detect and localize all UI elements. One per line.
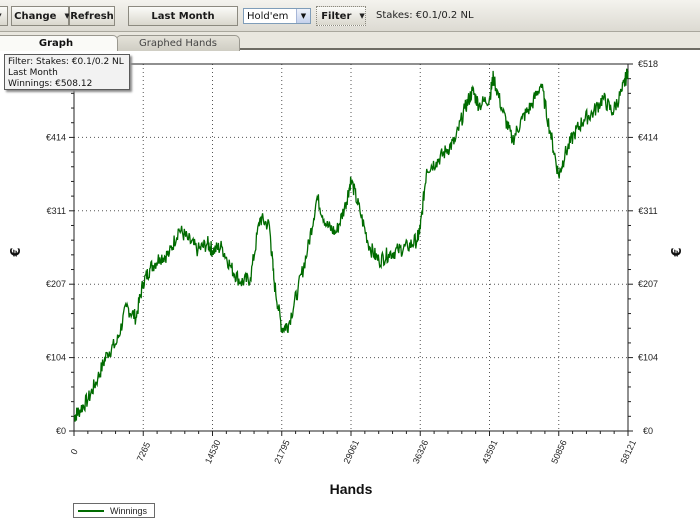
x-tick-label: 50856: [549, 438, 569, 465]
y-tick-label: €518: [638, 59, 658, 69]
chevron-down-icon: ▼: [64, 12, 70, 20]
y-tick-label: €414: [46, 132, 66, 142]
tooltip-period-line: Last Month: [8, 68, 58, 78]
y-axis-label-left: €: [9, 247, 24, 257]
x-tick-label: 29061: [341, 438, 361, 465]
tooltip-filter-line: Filter: Stakes: €0.1/0.2 NL: [8, 57, 124, 67]
legend-label-winnings: Winnings: [110, 505, 148, 516]
winnings-line: [73, 68, 629, 422]
tab-graph[interactable]: Graph: [0, 35, 118, 51]
x-tick-label: 0: [69, 447, 80, 456]
refresh-button-label: Refresh: [70, 10, 114, 22]
filter-button[interactable]: Filter ▼: [316, 6, 366, 26]
y-tick-label: €207: [638, 279, 658, 289]
y-tick-label: €0: [56, 426, 66, 436]
y-tick-label: €0: [643, 426, 653, 436]
y-tick-label: €104: [638, 353, 658, 363]
filter-tooltip: Filter: Stakes: €0.1/0.2 NL Last Month W…: [4, 54, 130, 90]
change-button-label: Change: [14, 10, 57, 22]
y-axis-label-right: €: [670, 247, 685, 257]
filter-button-label: Filter: [321, 10, 352, 22]
legend-swatch: [78, 509, 104, 512]
toolbar-left-button[interactable]: ▼: [0, 6, 8, 26]
chevron-down-icon: ▼: [296, 9, 310, 23]
tab-bar: Graph Graphed Hands: [0, 32, 700, 51]
y-tick-label: €414: [638, 132, 658, 142]
chevron-down-icon: ▼: [359, 12, 365, 20]
x-axis-label: Hands: [330, 481, 373, 497]
refresh-button[interactable]: Refresh: [69, 6, 115, 26]
x-tick-label: 36326: [411, 438, 431, 465]
last-month-button-label: Last Month: [151, 10, 215, 22]
y-tick-label: €311: [638, 206, 657, 216]
x-tick-label: 7265: [135, 441, 153, 463]
chart-grid: [74, 64, 628, 431]
tab-graphed-hands-label: Graphed Hands: [139, 38, 217, 49]
x-tick-label: 58121: [618, 438, 638, 465]
tab-graphed-hands[interactable]: Graphed Hands: [116, 35, 240, 51]
chevron-down-icon: ▼: [0, 12, 2, 20]
game-type-value: Hold'em: [247, 10, 289, 22]
change-button[interactable]: Change ▼: [11, 6, 70, 26]
x-tick-label: 14530: [203, 438, 223, 465]
stakes-status: Stakes: €0.1/0.2 NL: [376, 10, 474, 21]
tab-graph-label: Graph: [38, 38, 74, 49]
tooltip-winnings-line: Winnings: €508.12: [8, 79, 93, 89]
x-tick-label: 43591: [480, 438, 500, 465]
y-tick-label: €207: [46, 279, 66, 289]
game-type-select[interactable]: Hold'em ▼: [243, 8, 311, 24]
plot-area: [73, 63, 629, 432]
y-tick-label: €104: [46, 353, 66, 363]
toolbar: ▼ Change ▼ Refresh Last Month Hold'em ▼ F…: [0, 0, 700, 32]
y-tick-label: €311: [47, 206, 66, 216]
axis-ticks: €0 €0 €104 €104 €207 €207 €311 €311 €414 €414 €518…: [46, 59, 658, 465]
chart-legend: Winnings: [73, 503, 155, 518]
x-tick-label: 21795: [272, 438, 292, 465]
last-month-button[interactable]: Last Month: [128, 6, 238, 26]
winnings-chart: €0 €0 €104 €104 €207 €207 €311 €311 €414 €414 €518…: [9, 59, 685, 497]
